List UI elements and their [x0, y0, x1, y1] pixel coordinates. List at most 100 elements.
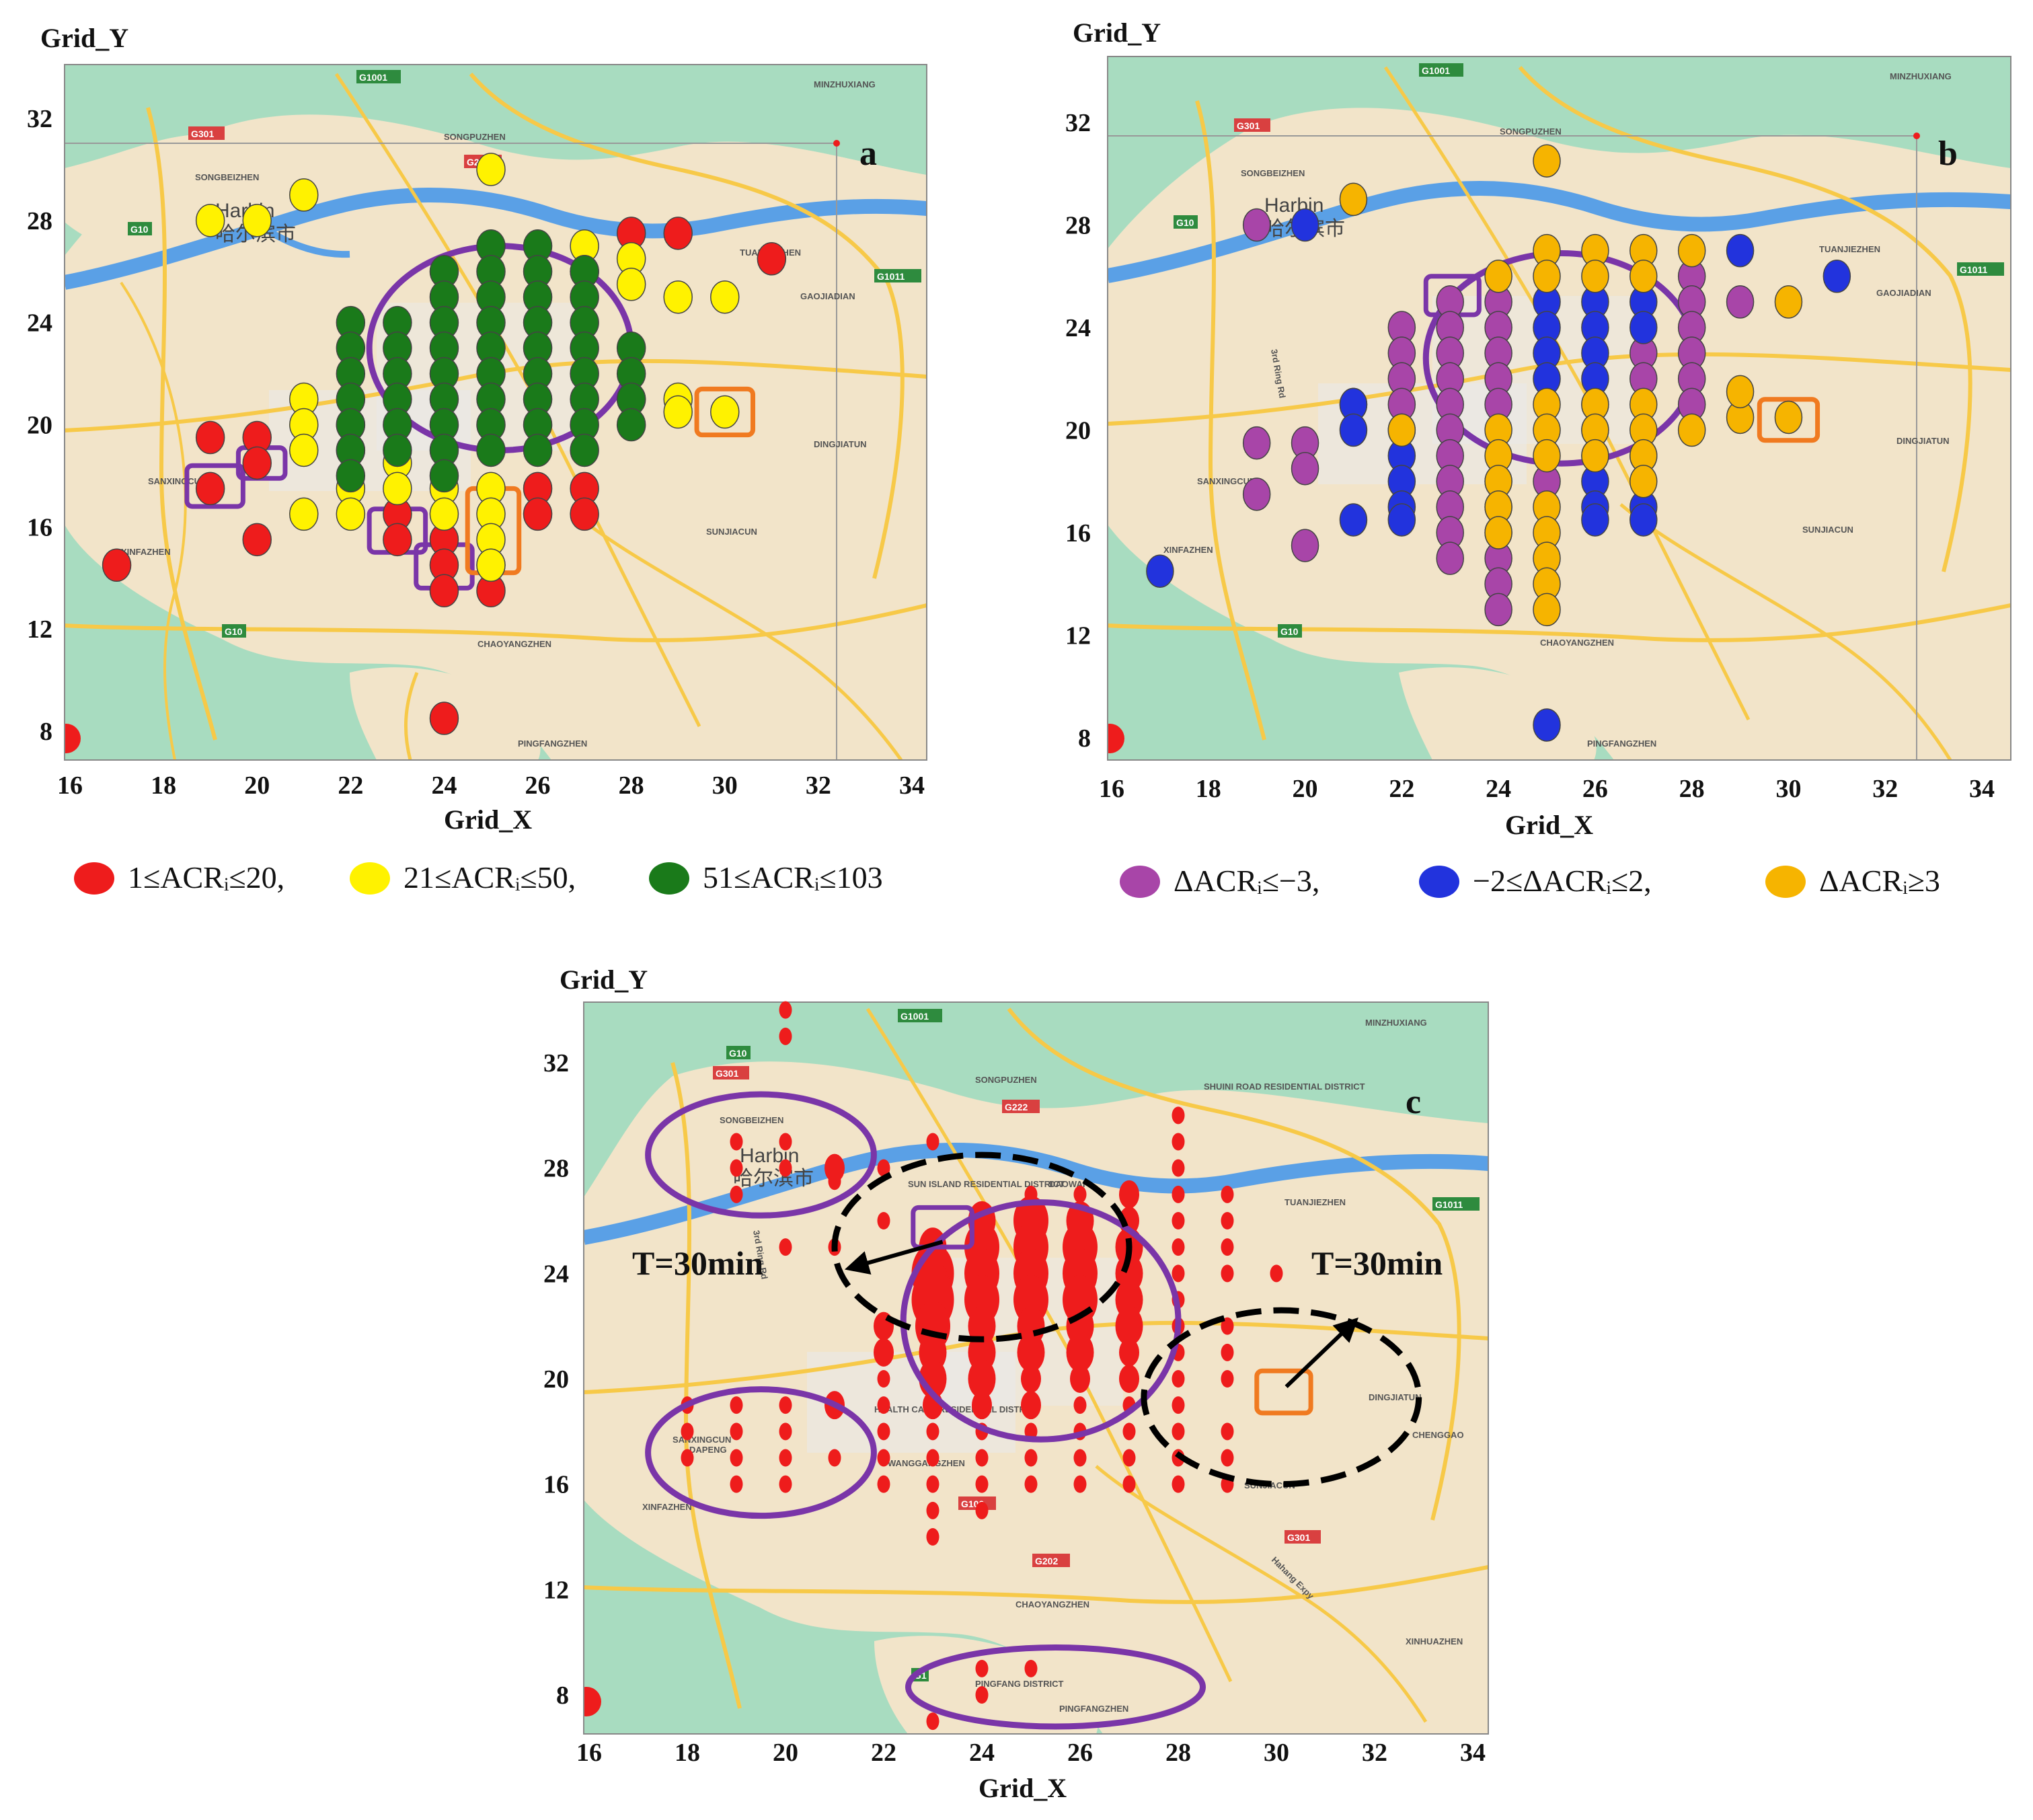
road-badge-c: G301: [1284, 1530, 1321, 1544]
data-point: [972, 1391, 992, 1420]
data-point: [730, 1133, 743, 1151]
data-point: [1823, 260, 1851, 293]
x-tick-label: 24: [1486, 775, 1511, 803]
map-place-label-c: DAPENG: [689, 1445, 727, 1455]
legend-swatch: [1765, 866, 1806, 898]
map-place-label-a: MINZHUXIANG: [814, 79, 876, 89]
data-point: [1726, 375, 1755, 409]
road-badge-b: G301: [1234, 118, 1270, 132]
data-point: [975, 1475, 989, 1493]
map-place-label-c: WANGGANGZHEN: [888, 1458, 965, 1468]
data-point: [242, 204, 272, 237]
data-point: [1677, 233, 1706, 268]
map-place-label-b: MINZHUXIANG: [1890, 71, 1952, 81]
data-point: [1533, 260, 1561, 293]
data-point: [975, 1501, 989, 1519]
data-point: [1221, 1343, 1234, 1361]
data-point: [1119, 1365, 1139, 1393]
data-point: [779, 1475, 792, 1493]
data-point: [779, 1423, 792, 1441]
x-tick-label: 18: [675, 1739, 700, 1767]
data-point: [1172, 1185, 1185, 1203]
data-point: [1024, 1659, 1038, 1677]
y-tick-label: 28: [27, 207, 52, 235]
data-point: [523, 433, 553, 467]
data-point: [1581, 439, 1609, 473]
legend-label: 51≤ACRᵢ≤103: [703, 860, 883, 895]
data-point: [730, 1449, 743, 1467]
panel-label-c: c: [1406, 1083, 1421, 1121]
data-point: [663, 217, 693, 250]
data-point: [383, 523, 412, 557]
data-point: [1172, 1370, 1185, 1388]
legend-swatch: [1419, 866, 1459, 898]
data-point: [1291, 208, 1319, 242]
legend-label: ΔACRᵢ≤−3,: [1174, 864, 1319, 898]
y-axis-title-c: Grid_Y: [560, 964, 648, 995]
y-tick-label: 12: [1065, 622, 1091, 650]
data-point: [1073, 1396, 1087, 1414]
map-place-label-c: PINGFANGZHEN: [1059, 1704, 1128, 1714]
panel-c: Harbin 哈尔滨市 SONGBEIZHEN SONGPUZHEN SHUIN…: [543, 964, 1489, 1803]
svg-text:G10: G10: [1176, 217, 1194, 228]
svg-text:G301: G301: [191, 128, 214, 139]
data-point: [1629, 503, 1658, 537]
data-point: [383, 433, 412, 467]
data-point: [730, 1396, 743, 1414]
svg-text:G1001: G1001: [1422, 65, 1450, 76]
y-tick-label: 8: [40, 718, 52, 746]
data-point: [1387, 413, 1416, 447]
data-point: [1122, 1423, 1136, 1441]
data-point: [681, 1423, 694, 1441]
highlight-ellipse: [900, 1199, 1182, 1443]
map-place-label-c: CHENGGAO: [1412, 1430, 1464, 1440]
map-place-label-a: DINGJIATUN: [814, 439, 866, 449]
road-badge-c: G1001: [898, 1009, 942, 1022]
data-point: [779, 1449, 792, 1467]
data-point: [1221, 1449, 1234, 1467]
data-point: [1221, 1264, 1234, 1283]
map-place-label-b: DINGJIATUN: [1896, 436, 1949, 446]
road-badge-a: G10: [128, 222, 152, 235]
road-badge-c: G10: [726, 1046, 751, 1059]
map-place-label-c: SONGPUZHEN: [975, 1075, 1037, 1085]
y-tick-label: 20: [543, 1365, 569, 1394]
x-tick-label: 22: [1389, 775, 1414, 803]
svg-text:G1001: G1001: [359, 72, 387, 83]
data-point: [195, 204, 225, 237]
map-place-label-a: SANXINGCUN: [148, 476, 206, 486]
road-badge-b: G10: [1174, 215, 1198, 229]
data-point: [1221, 1317, 1234, 1335]
data-point: [926, 1423, 939, 1441]
data-point: [779, 1001, 792, 1019]
data-point: [289, 433, 319, 467]
road-badge-c: G202: [1032, 1554, 1070, 1567]
map-place-label-b: SONGBEIZHEN: [1241, 168, 1305, 178]
data-point: [975, 1686, 989, 1704]
y-axis-title-a: Grid_Y: [40, 23, 128, 53]
legend-swatch: [649, 862, 689, 895]
x-ticks-a: 16 18 20 22 24 26 28 30 32 34: [57, 771, 925, 800]
x-tick-label: 16: [576, 1739, 602, 1767]
svg-text:G202: G202: [1035, 1556, 1058, 1566]
x-tick-label: 26: [1067, 1739, 1093, 1767]
data-point: [1073, 1185, 1087, 1203]
x-tick-label: 30: [1775, 775, 1801, 803]
travel-time-label: T=30min: [1311, 1244, 1443, 1282]
travel-time-label: T=30min: [632, 1244, 763, 1282]
map-place-label-c: DAOWAI: [1049, 1179, 1085, 1189]
data-point: [730, 1423, 743, 1441]
data-point: [877, 1370, 890, 1388]
x-tick-label: 34: [899, 771, 925, 800]
map-place-label-b: XINFAZHEN: [1163, 545, 1213, 555]
data-point: [1436, 541, 1464, 575]
y-tick-label: 28: [1065, 212, 1091, 240]
data-point: [1172, 1475, 1185, 1493]
data-point: [1172, 1264, 1185, 1283]
data-point: [779, 1159, 792, 1177]
svg-text:G10: G10: [130, 224, 149, 235]
data-point: [1119, 1180, 1139, 1209]
data-point: [824, 1153, 845, 1182]
data-point: [828, 1449, 841, 1467]
